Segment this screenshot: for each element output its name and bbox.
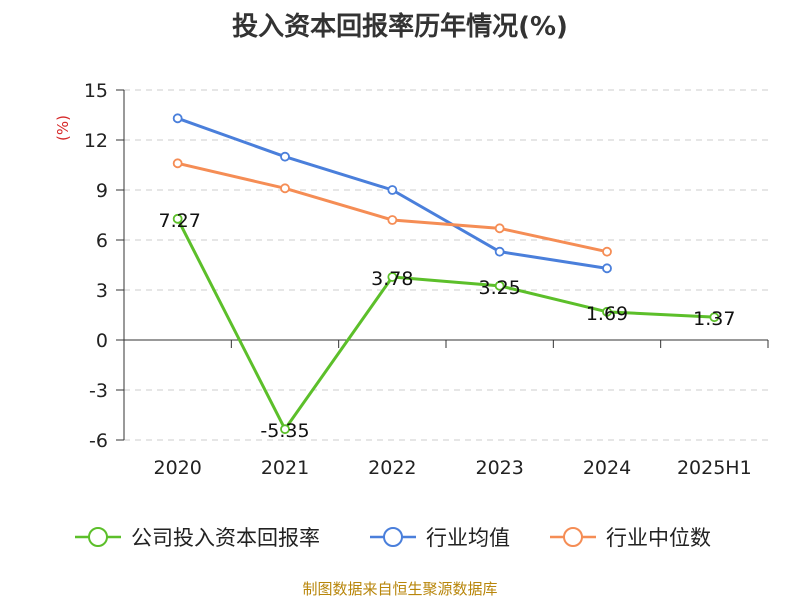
legend-label: 行业中位数 <box>606 526 711 550</box>
data-label: 3.78 <box>371 268 413 290</box>
legend-label: 行业均值 <box>426 526 510 550</box>
legend-label: 公司投入资本回报率 <box>131 526 320 550</box>
data-point <box>387 185 398 195</box>
legend: 公司投入资本回报率 行业均值 行业中位数 <box>75 526 711 550</box>
x-tick-label: 2023 <box>475 457 523 479</box>
data-label: 7.27 <box>159 210 201 232</box>
data-point <box>602 263 612 274</box>
data-label: 1.37 <box>693 308 735 330</box>
data-label: 3.25 <box>479 277 521 299</box>
data-point <box>602 306 612 317</box>
data-point <box>172 213 183 224</box>
axes: -6 -3 0 3 6 9 12 15 2020 2021 2022 2023 2024 2025H1 <box>84 80 769 479</box>
y-tick-label: 15 <box>84 80 108 102</box>
series-line-0 <box>176 218 715 431</box>
legend-item-1[interactable]: 行业均值 <box>370 526 510 550</box>
y-tick-label: 3 <box>96 280 108 302</box>
data-point <box>172 113 183 124</box>
data-point <box>494 280 505 291</box>
data-label: 1.69 <box>586 303 628 325</box>
data-point <box>280 424 290 435</box>
y-tick-label: 6 <box>96 230 108 252</box>
data-labels: 7.27 -5.35 3.78 3.25 1.69 1.37 <box>159 210 736 442</box>
data-point <box>172 158 183 169</box>
data-source: 制图数据来自恒生聚源数据库 <box>302 580 498 598</box>
data-point <box>602 246 612 257</box>
legend-item-2[interactable]: 行业中位数 <box>550 526 711 550</box>
y-tick-label: 12 <box>84 130 108 152</box>
x-tick-label: 2025H1 <box>677 457 752 479</box>
data-point <box>494 223 505 234</box>
chart-title: 投入资本回报率历年情况(%) <box>232 12 568 42</box>
data-point <box>387 272 398 282</box>
grid-lines <box>124 89 768 441</box>
x-tick-label: 2024 <box>583 457 631 479</box>
y-axis-label: (%) <box>54 115 72 141</box>
legend-swatch-marker <box>383 527 403 547</box>
legend-swatch-marker <box>563 527 583 547</box>
data-point <box>494 246 505 257</box>
x-tick-label: 2022 <box>368 457 416 479</box>
series-group <box>172 113 720 435</box>
x-tick-label: 2021 <box>261 457 309 479</box>
data-point <box>280 151 290 162</box>
legend-swatch-marker <box>88 527 108 547</box>
legend-item-0[interactable]: 公司投入资本回报率 <box>75 526 320 550</box>
data-label: -5.35 <box>260 420 309 442</box>
y-tick-label: 0 <box>96 330 108 352</box>
x-tick-label: 2020 <box>153 457 201 479</box>
data-point <box>387 215 398 225</box>
y-tick-label: -3 <box>89 380 108 402</box>
data-point <box>709 312 720 323</box>
series-line-2 <box>177 161 608 254</box>
data-point <box>280 183 290 194</box>
y-tick-label: -6 <box>89 430 108 452</box>
y-tick-label: 9 <box>96 180 108 202</box>
